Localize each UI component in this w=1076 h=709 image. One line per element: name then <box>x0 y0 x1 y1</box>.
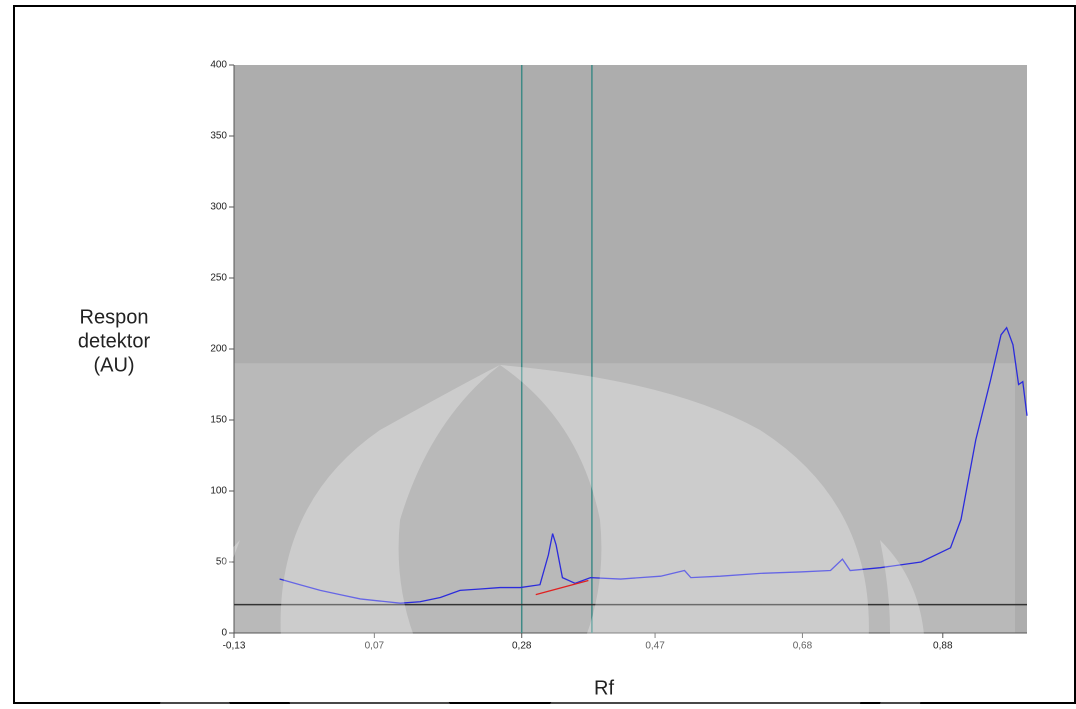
x-axis-label: Rf <box>594 677 614 699</box>
y-tick-label: 300 <box>210 202 227 213</box>
y-axis-label: (AU) <box>93 354 134 376</box>
y-axis-label: detektor <box>78 330 151 352</box>
chart: 050100150200250300350400-0,130,070,280,4… <box>0 0 1076 704</box>
y-axis-label: Respon <box>80 306 149 328</box>
y-tick-label: 150 <box>210 415 227 426</box>
x-tick-label: -0,13 <box>223 641 246 652</box>
x-tick-label: 0,28 <box>512 641 532 652</box>
y-tick-label: 100 <box>210 486 227 497</box>
y-tick-label: 200 <box>210 344 227 355</box>
y-tick-label: 400 <box>210 60 227 71</box>
y-tick-label: 0 <box>221 628 227 639</box>
x-tick-label: 0,88 <box>933 641 953 652</box>
y-tick-label: 350 <box>210 131 227 142</box>
y-tick-label: 250 <box>210 273 227 284</box>
